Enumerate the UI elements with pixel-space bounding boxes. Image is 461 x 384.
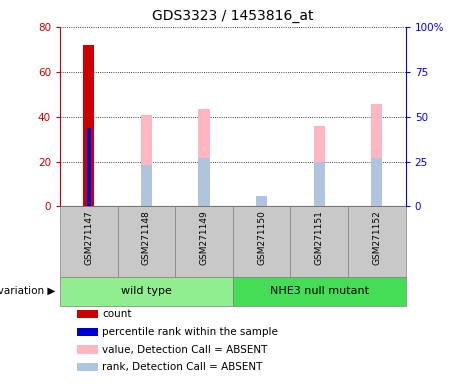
Bar xyxy=(141,165,152,207)
Text: wild type: wild type xyxy=(121,286,172,296)
Text: GSM271151: GSM271151 xyxy=(315,210,324,265)
Text: value, Detection Call = ABSENT: value, Detection Call = ABSENT xyxy=(102,344,267,354)
Bar xyxy=(118,207,175,277)
Text: GSM271147: GSM271147 xyxy=(84,210,93,265)
Bar xyxy=(198,158,210,207)
Bar xyxy=(83,45,95,207)
Bar xyxy=(313,126,325,207)
Text: NHE3 null mutant: NHE3 null mutant xyxy=(270,286,369,296)
Bar xyxy=(175,207,233,277)
Text: percentile rank within the sample: percentile rank within the sample xyxy=(102,327,278,337)
Title: GDS3323 / 1453816_at: GDS3323 / 1453816_at xyxy=(152,9,313,23)
Bar xyxy=(371,104,383,207)
Bar xyxy=(233,207,290,277)
Bar xyxy=(77,328,98,336)
Bar xyxy=(256,195,267,207)
Text: GSM271152: GSM271152 xyxy=(372,210,381,265)
Text: genotype/variation ▶: genotype/variation ▶ xyxy=(0,286,55,296)
Bar xyxy=(77,345,98,354)
Bar xyxy=(348,207,406,277)
Bar xyxy=(77,310,98,318)
Bar xyxy=(290,207,348,277)
Bar xyxy=(256,195,267,207)
Bar xyxy=(60,207,118,277)
Bar xyxy=(371,158,383,207)
Bar xyxy=(87,128,91,207)
Text: rank, Detection Call = ABSENT: rank, Detection Call = ABSENT xyxy=(102,362,262,372)
Text: GSM271149: GSM271149 xyxy=(200,210,208,265)
Bar xyxy=(141,115,152,207)
Bar xyxy=(313,162,325,207)
Text: GSM271150: GSM271150 xyxy=(257,210,266,265)
Bar xyxy=(198,109,210,207)
Bar xyxy=(77,363,98,371)
Bar xyxy=(233,277,406,306)
Bar xyxy=(60,277,233,306)
Text: GSM271148: GSM271148 xyxy=(142,210,151,265)
Text: count: count xyxy=(102,309,131,319)
